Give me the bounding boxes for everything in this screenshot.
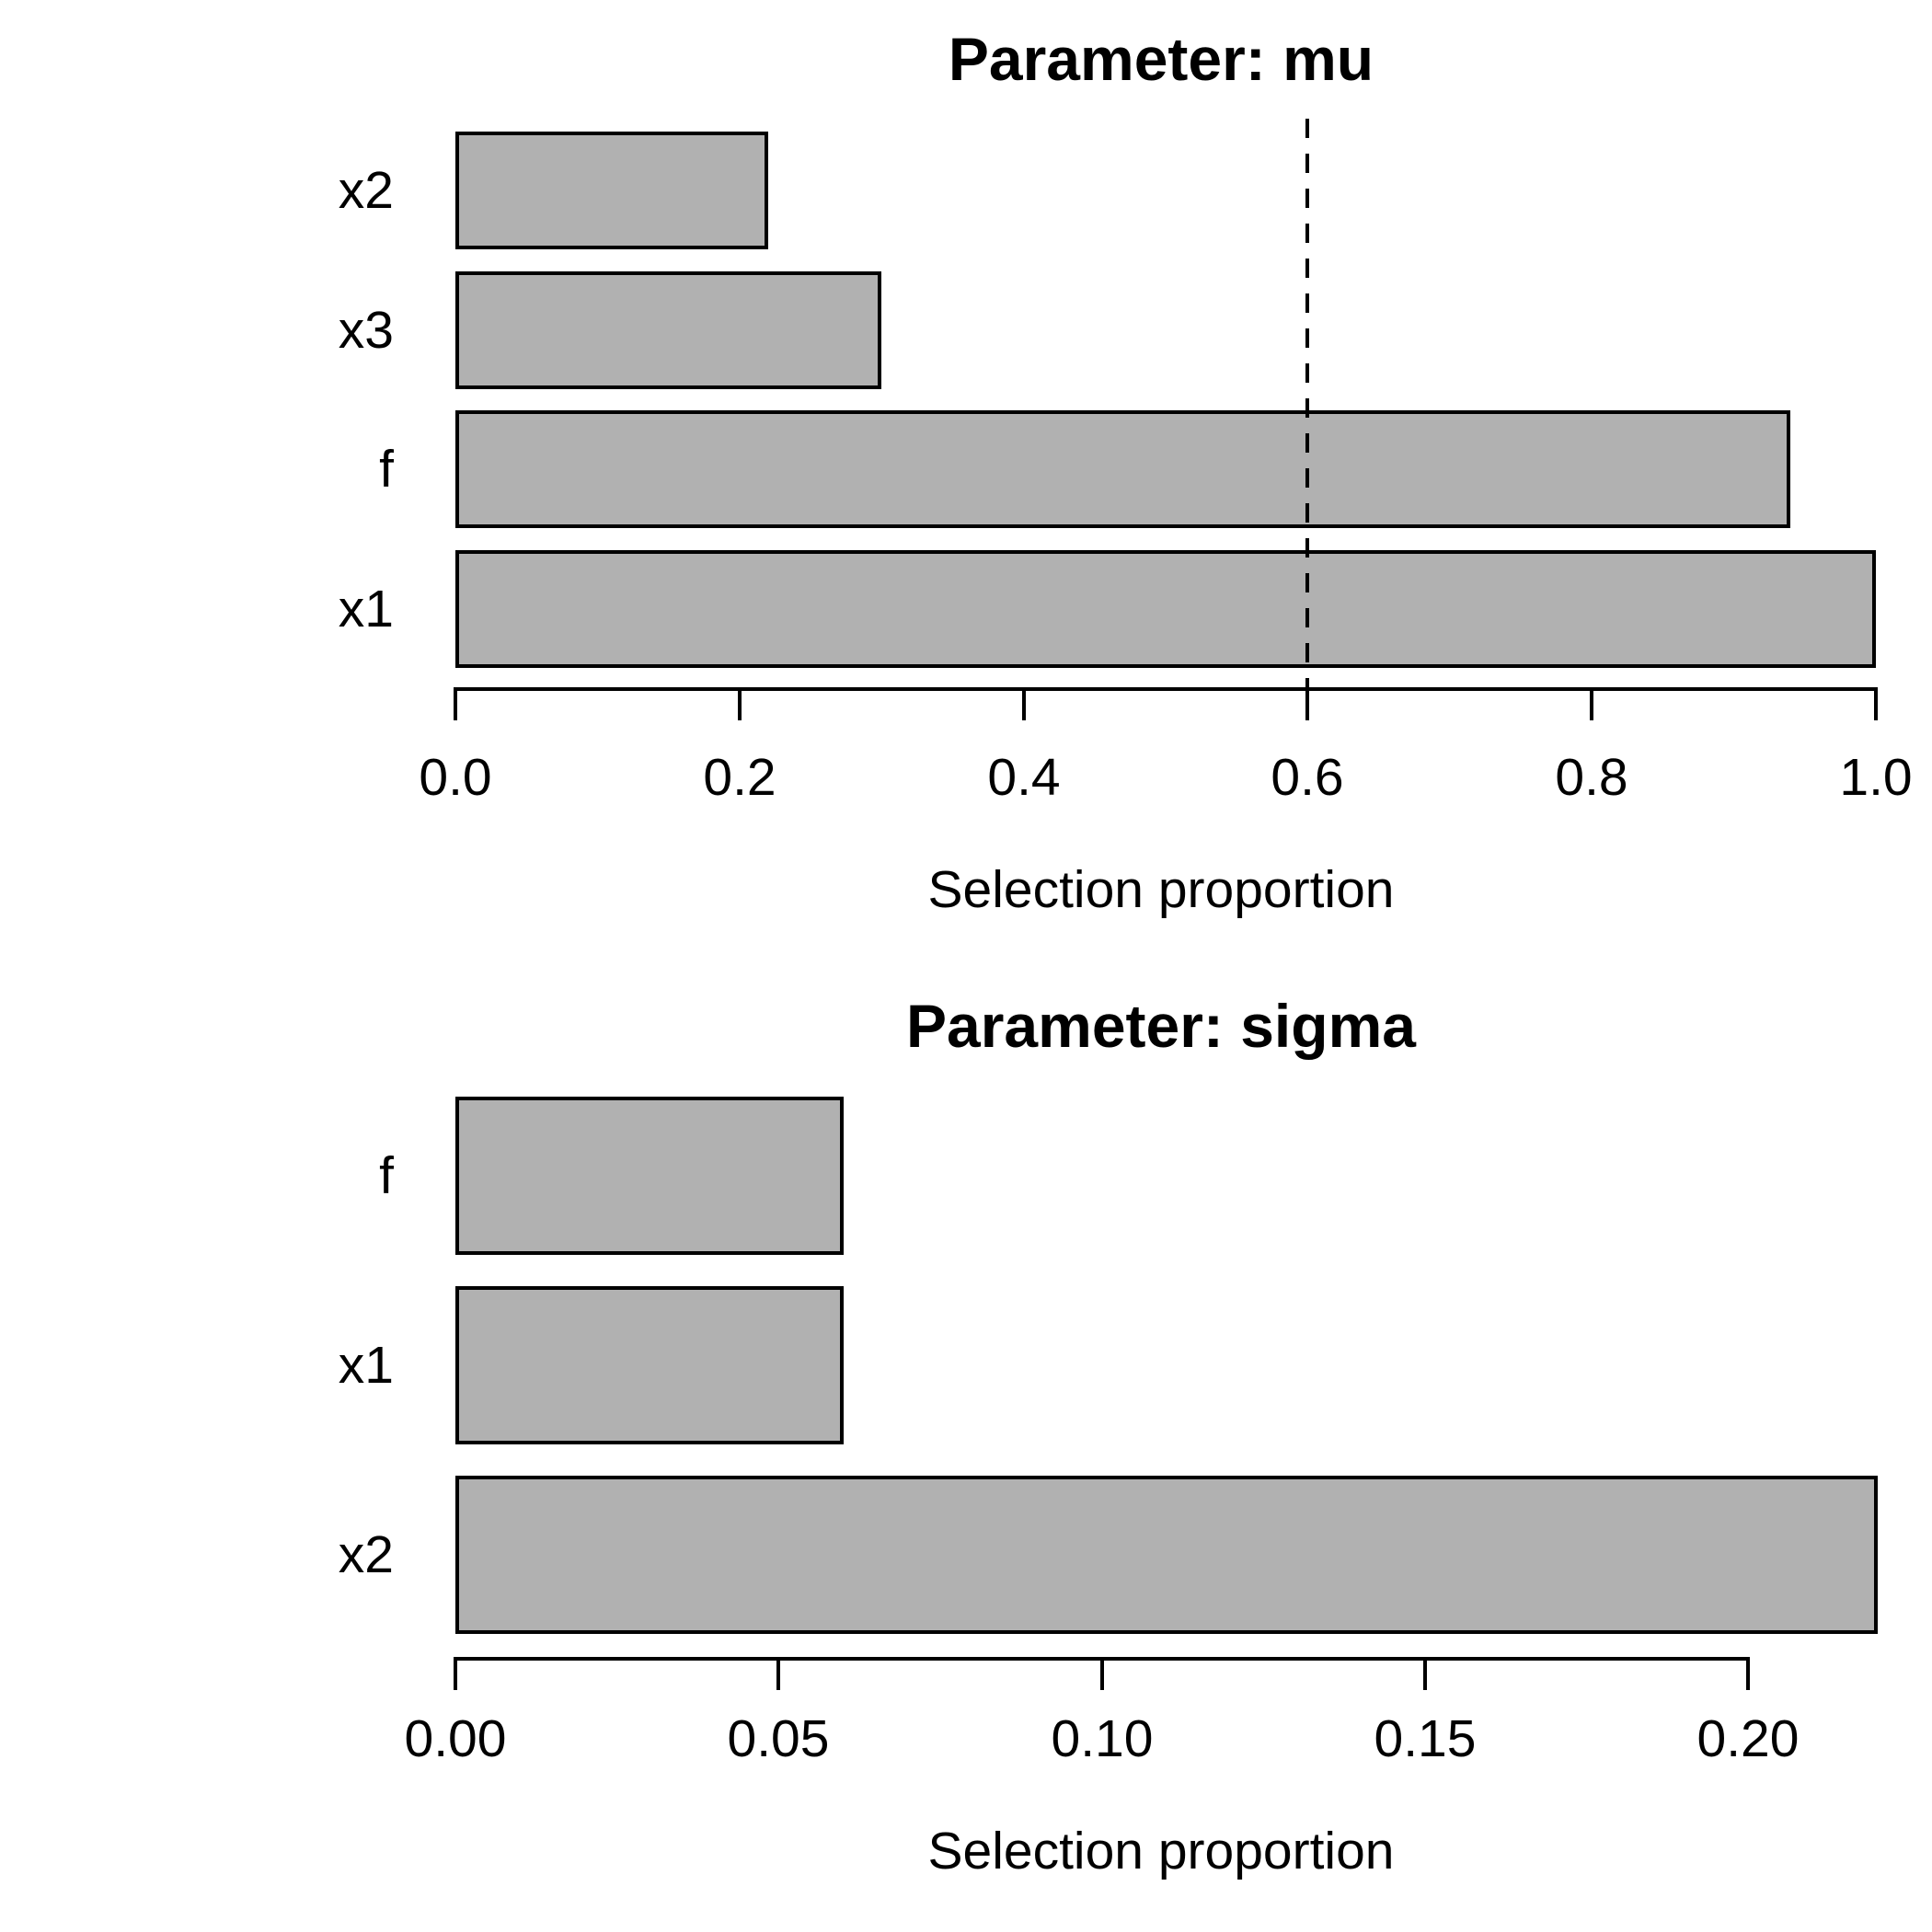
- x-tick-label: 0.00: [404, 1709, 507, 1768]
- x-axis-tick: [1100, 1659, 1104, 1690]
- x-tick-label: 0.15: [1374, 1709, 1477, 1768]
- x-tick-label: 0.2: [703, 748, 776, 807]
- category-label-x1: x1: [338, 580, 394, 638]
- x-tick-label: 0.20: [1696, 1709, 1800, 1768]
- x-axis-tick: [1746, 1659, 1750, 1690]
- bar-f: [455, 1097, 844, 1255]
- chart-title: Parameter: mu: [948, 25, 1374, 93]
- x-tick-label: 0.4: [987, 748, 1061, 807]
- x-axis-title: Selection proportion: [927, 860, 1395, 919]
- category-label-f: f: [379, 440, 394, 499]
- x-axis-tick: [1423, 1659, 1427, 1690]
- x-tick-label: 0.0: [419, 748, 492, 807]
- bar-x2: [455, 132, 768, 249]
- bar-x1: [455, 550, 1876, 668]
- reference-line: [1305, 119, 1309, 689]
- bar-x3: [455, 271, 881, 389]
- x-axis-tick: [1874, 689, 1878, 720]
- chart-title: Parameter: sigma: [906, 992, 1416, 1060]
- x-axis-line: [454, 687, 1878, 691]
- x-axis-tick: [776, 1659, 780, 1690]
- category-label-x2: x2: [338, 161, 394, 220]
- x-tick-label: 0.10: [1051, 1709, 1154, 1768]
- x-axis-title: Selection proportion: [927, 1822, 1395, 1880]
- x-axis-tick: [1305, 689, 1309, 720]
- x-axis-tick: [454, 689, 457, 720]
- category-label-x3: x3: [338, 301, 394, 360]
- category-label-x2: x2: [338, 1525, 394, 1584]
- x-axis-tick: [738, 689, 742, 720]
- bar-x1: [455, 1286, 844, 1444]
- x-tick-label: 0.8: [1555, 748, 1628, 807]
- category-label-x1: x1: [338, 1336, 394, 1395]
- x-axis-tick: [454, 1659, 457, 1690]
- bar-x2: [455, 1476, 1878, 1634]
- x-tick-label: 0.05: [727, 1709, 830, 1768]
- bar-f: [455, 410, 1790, 528]
- x-tick-label: 0.6: [1271, 748, 1344, 807]
- category-label-f: f: [379, 1146, 394, 1205]
- x-tick-label: 1.0: [1839, 748, 1913, 807]
- x-axis-tick: [1590, 689, 1593, 720]
- x-axis-tick: [1022, 689, 1026, 720]
